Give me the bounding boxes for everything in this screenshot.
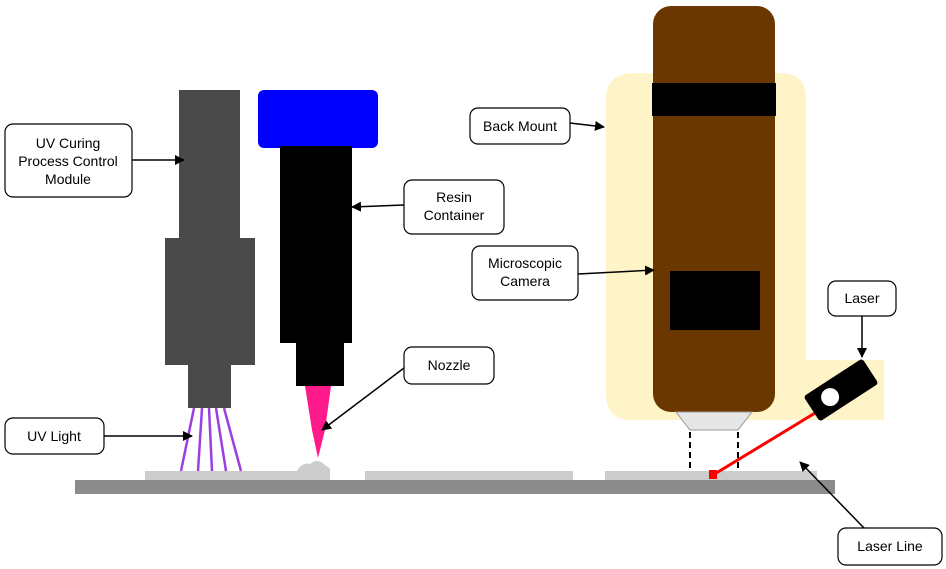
- arrow-microscopic-camera: [577, 265, 655, 276]
- label-nozzle: Nozzle: [403, 346, 495, 385]
- uv-curing-module: [165, 90, 255, 408]
- laser-beam: [712, 408, 821, 477]
- label-laser-line-line-1: Laser Line: [857, 538, 923, 554]
- callout-arrows: [104, 120, 867, 529]
- label-microscopic-camera-line-1: Microscopic: [488, 255, 562, 271]
- substrate-left: [145, 471, 330, 480]
- arrow-resin-container: [351, 201, 405, 212]
- label-laser-line-1: Laser: [844, 290, 879, 306]
- label-back-mount: Back Mount: [469, 107, 571, 145]
- label-nozzle-line-1: Nozzle: [428, 357, 471, 373]
- label-resin-container-line-2: Container: [424, 207, 485, 223]
- camera-strap: [652, 83, 776, 116]
- nozzle: [305, 386, 331, 458]
- label-back-mount-line-1: Back Mount: [483, 118, 557, 134]
- arrow-laser-line: [799, 461, 865, 529]
- label-laser: Laser: [827, 280, 897, 317]
- label-resin-container-line-1: Resin: [436, 189, 472, 205]
- uv-light-rays: [179, 407, 243, 472]
- label-uv-curing: UV Curing Process Control Module: [4, 123, 133, 198]
- label-uv-light-line-1: UV Light: [27, 428, 81, 444]
- camera-lens: [674, 411, 754, 431]
- label-laser-line: Laser Line: [837, 527, 943, 566]
- label-resin-container: Resin Container: [403, 179, 505, 235]
- label-uv-curing-line-1: UV Curing: [36, 135, 101, 151]
- label-uv-curing-line-2: Process Control: [18, 153, 118, 169]
- label-uv-light: UV Light: [4, 417, 105, 455]
- arrow-nozzle: [321, 367, 405, 431]
- laser-module: [804, 359, 878, 421]
- label-microscopic-camera-line-2: Camera: [500, 273, 550, 289]
- camera-field-of-view: [689, 432, 739, 471]
- laser-spot: [709, 470, 717, 479]
- camera-window: [670, 271, 760, 330]
- substrate-middle: [365, 471, 573, 480]
- resin-container: [258, 90, 378, 386]
- arrow-back-mount: [569, 120, 605, 131]
- camera-body: [653, 6, 775, 412]
- label-microscopic-camera: Microscopic Camera: [471, 245, 579, 301]
- label-uv-curing-line-3: Module: [45, 171, 91, 187]
- build-stage: [75, 480, 835, 494]
- extruded-resin: [297, 460, 331, 471]
